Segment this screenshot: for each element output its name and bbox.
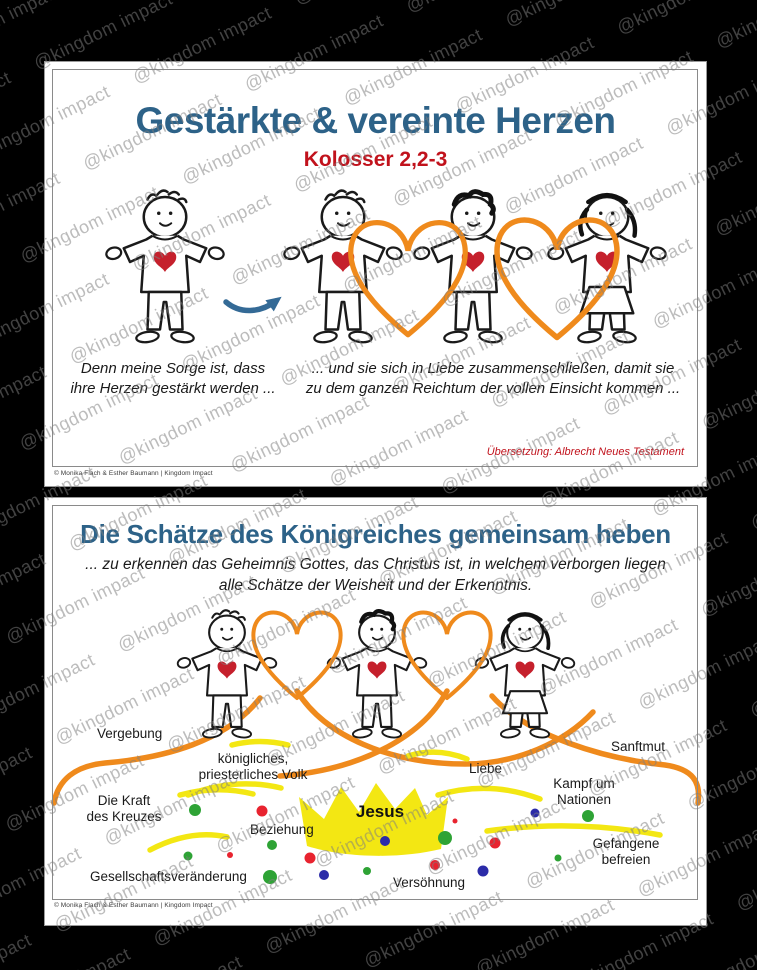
slide-1: Gestärkte & vereinte Herzen Kolosser 2,2… [44, 61, 707, 487]
label-gefangene-befreien: Gefangene befreien [592, 836, 660, 867]
shared-heart-outline [403, 613, 490, 698]
kid-figure-boy2 [411, 192, 535, 345]
transform-arrow-icon [223, 296, 282, 314]
shared-heart-outline [351, 223, 466, 335]
kid-figure-girl [473, 612, 577, 740]
crown-shape [299, 783, 448, 856]
yellow-rays [147, 738, 663, 853]
orange-net-lines [51, 688, 702, 806]
copyright-line: © Monika Flach & Esther Baumann | Kingdo… [54, 470, 213, 477]
shared-heart-outline [253, 613, 340, 698]
label-gesellschaftsveraenderung: Gesellschaftsveränderung [90, 869, 247, 884]
slide1-illustration [103, 62, 669, 345]
kid-figure-boy1 [281, 189, 405, 345]
label-koenigliches-volk: königliches, priesterliches Volk [198, 751, 308, 782]
slide2-title: Die Schätze des Königreiches gemeinsam h… [80, 519, 671, 549]
label-kampf-um-nationen: Kampf um Nationen [553, 776, 615, 807]
kid-figure-boy1 [175, 609, 279, 740]
label-vergebung: Vergebung [97, 726, 163, 741]
label-versoehnung: Versöhnung [393, 875, 466, 890]
label-beziehung: Beziehung [250, 822, 314, 837]
treasure-dots [183, 804, 594, 884]
slide1-title: Gestärkte & vereinte Herzen [135, 100, 616, 141]
slide1-scripture-reference: Kolosser 2,2-3 [303, 148, 448, 171]
kid-figure-girl [545, 195, 669, 345]
slide2-illustration [51, 498, 702, 884]
crown-label-jesus: Jesus [355, 802, 405, 821]
caption-right: ... und sie sich in Liebe zusammenschlie… [305, 360, 681, 397]
kid-figure-single [103, 189, 227, 345]
label-sanftmut: Sanftmut [611, 739, 666, 754]
slide2-subtitle: ... zu erkennen das Geheimnis Gottes, da… [85, 556, 666, 594]
caption-left: Denn meine Sorge ist, dass ihre Herzen g… [70, 360, 276, 397]
slide-2: Die Schätze des Königreiches gemeinsam h… [44, 497, 707, 926]
label-liebe: Liebe [469, 761, 503, 776]
translation-note: Übersetzung: Albrecht Neues Testament [486, 446, 684, 458]
copyright-line: © Monika Flach & Esther Baumann | Kingdo… [54, 902, 213, 909]
label-kraft-des-kreuzes: Die Kraft des Kreuzes [86, 793, 162, 824]
